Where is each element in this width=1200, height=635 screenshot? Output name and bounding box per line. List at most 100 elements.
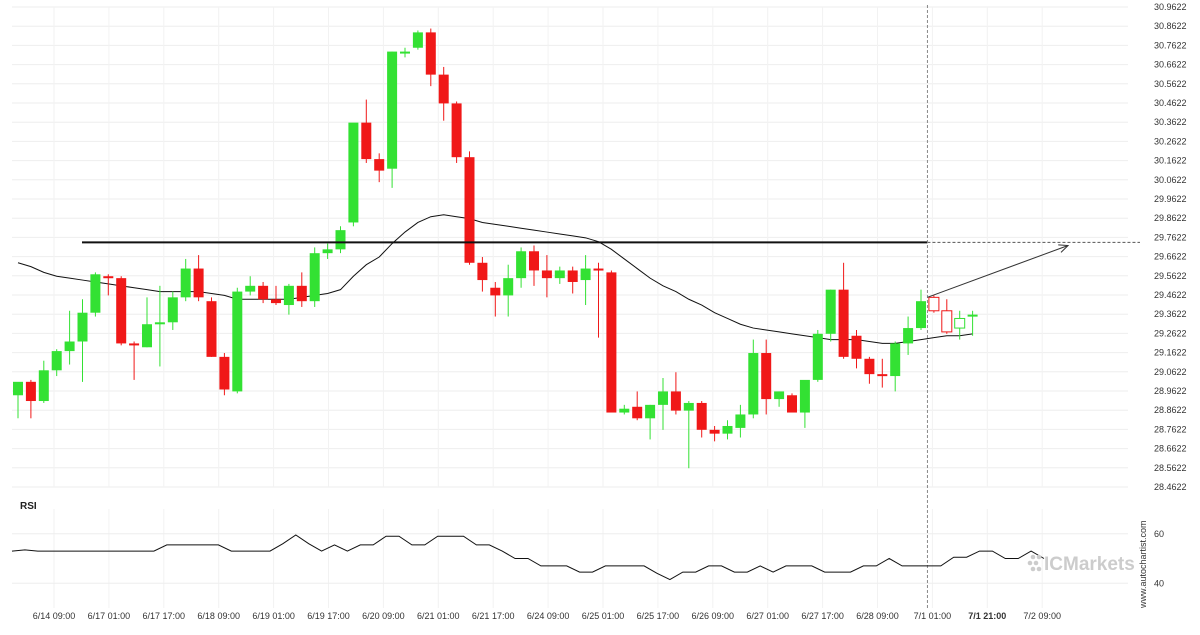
candle-body xyxy=(13,381,23,396)
candle xyxy=(838,262,849,359)
candle-body xyxy=(709,429,720,434)
candle-body xyxy=(258,285,269,300)
rsi-line xyxy=(11,534,1045,581)
candle-body xyxy=(851,335,862,359)
candle xyxy=(632,391,643,421)
candle-body xyxy=(116,278,127,344)
x-tick-label: 6/24 09:00 xyxy=(527,611,570,621)
candle-body xyxy=(374,159,385,171)
candle-body xyxy=(606,272,617,413)
candle-body xyxy=(167,297,178,323)
candle xyxy=(722,420,733,440)
candle xyxy=(258,281,269,304)
x-tick-label: 6/27 17:00 xyxy=(801,611,844,621)
candle-body xyxy=(825,289,836,334)
candle xyxy=(516,247,527,288)
candle xyxy=(193,255,204,302)
y-tick-label: 28.8622 xyxy=(1154,405,1187,415)
candle xyxy=(529,245,539,286)
y-tick-label: 28.9622 xyxy=(1154,386,1187,396)
candle xyxy=(38,360,49,403)
y-tick-label: 28.7622 xyxy=(1154,424,1187,434)
candle-body xyxy=(400,51,410,54)
candle-body xyxy=(761,353,772,400)
candle-body xyxy=(503,278,514,296)
candle xyxy=(799,379,810,428)
candle xyxy=(941,299,953,334)
brand-dot xyxy=(1033,560,1039,566)
y-tick-label: 30.8622 xyxy=(1154,21,1187,31)
candle-body xyxy=(838,289,849,357)
candle-body xyxy=(219,356,230,390)
y-tick-label: 28.5622 xyxy=(1154,463,1187,473)
candle-body xyxy=(335,230,346,250)
candle-body xyxy=(193,268,204,298)
candle-body xyxy=(632,406,643,419)
y-tick-label: 30.0622 xyxy=(1154,175,1187,185)
candle-body xyxy=(77,312,88,342)
candle-body xyxy=(619,408,630,413)
candle-body xyxy=(864,358,875,375)
y-tick-label: 30.3622 xyxy=(1154,117,1187,127)
candle xyxy=(296,272,307,307)
candle-body xyxy=(580,268,591,281)
candle xyxy=(812,329,823,382)
rsi-y-tick-label: 60 xyxy=(1154,529,1164,539)
candle-body xyxy=(90,274,101,313)
brand-dot xyxy=(1030,554,1036,560)
y-tick-label: 29.1622 xyxy=(1154,348,1187,358)
candle-body xyxy=(322,249,333,254)
candle-body xyxy=(245,285,256,292)
candle xyxy=(348,122,359,227)
candle xyxy=(271,285,281,306)
candle-body xyxy=(748,353,759,415)
candle xyxy=(903,316,914,355)
y-tick-label: 30.1622 xyxy=(1154,156,1187,166)
candle-body xyxy=(38,370,49,402)
candle-body xyxy=(64,341,75,352)
candle xyxy=(787,393,797,413)
candle xyxy=(670,372,681,415)
rsi-plot xyxy=(11,534,1045,581)
y-tick-label: 29.2622 xyxy=(1154,328,1187,338)
candle xyxy=(451,101,462,163)
candle xyxy=(541,255,552,298)
candle-body xyxy=(180,268,191,298)
y-tick-label: 29.0622 xyxy=(1154,367,1187,377)
brand-name: ICMarkets xyxy=(1044,554,1135,575)
y-tick-label: 29.4622 xyxy=(1154,290,1187,300)
candle xyxy=(696,401,707,438)
candle-body xyxy=(567,270,578,282)
x-tick-label: 6/17 17:00 xyxy=(143,611,186,621)
candle xyxy=(438,66,449,121)
candle xyxy=(593,262,604,338)
candle xyxy=(103,274,114,296)
candle-body xyxy=(464,157,475,263)
projection-arrowhead-icon xyxy=(1058,244,1070,253)
candle-body xyxy=(142,324,152,348)
candle xyxy=(322,243,333,259)
candle xyxy=(464,151,475,265)
y-tick-label: 29.5622 xyxy=(1154,271,1187,281)
candle-body xyxy=(722,425,733,434)
candle xyxy=(154,285,165,367)
candle xyxy=(245,276,256,296)
candle-body xyxy=(941,310,953,333)
x-tick-label: 6/20 09:00 xyxy=(362,611,405,621)
candle xyxy=(658,377,668,430)
candle xyxy=(567,266,578,294)
candle xyxy=(851,329,862,369)
candle-body xyxy=(916,301,926,329)
candle xyxy=(13,381,23,419)
rsi-panel-title: RSI xyxy=(20,501,37,512)
candle xyxy=(374,153,385,183)
candle xyxy=(361,99,372,163)
projection-arrow-line xyxy=(927,245,1069,298)
candle-body xyxy=(490,287,501,296)
candle xyxy=(77,299,88,382)
candle xyxy=(735,404,746,438)
candle-body xyxy=(309,253,320,302)
price-plot xyxy=(13,28,978,469)
